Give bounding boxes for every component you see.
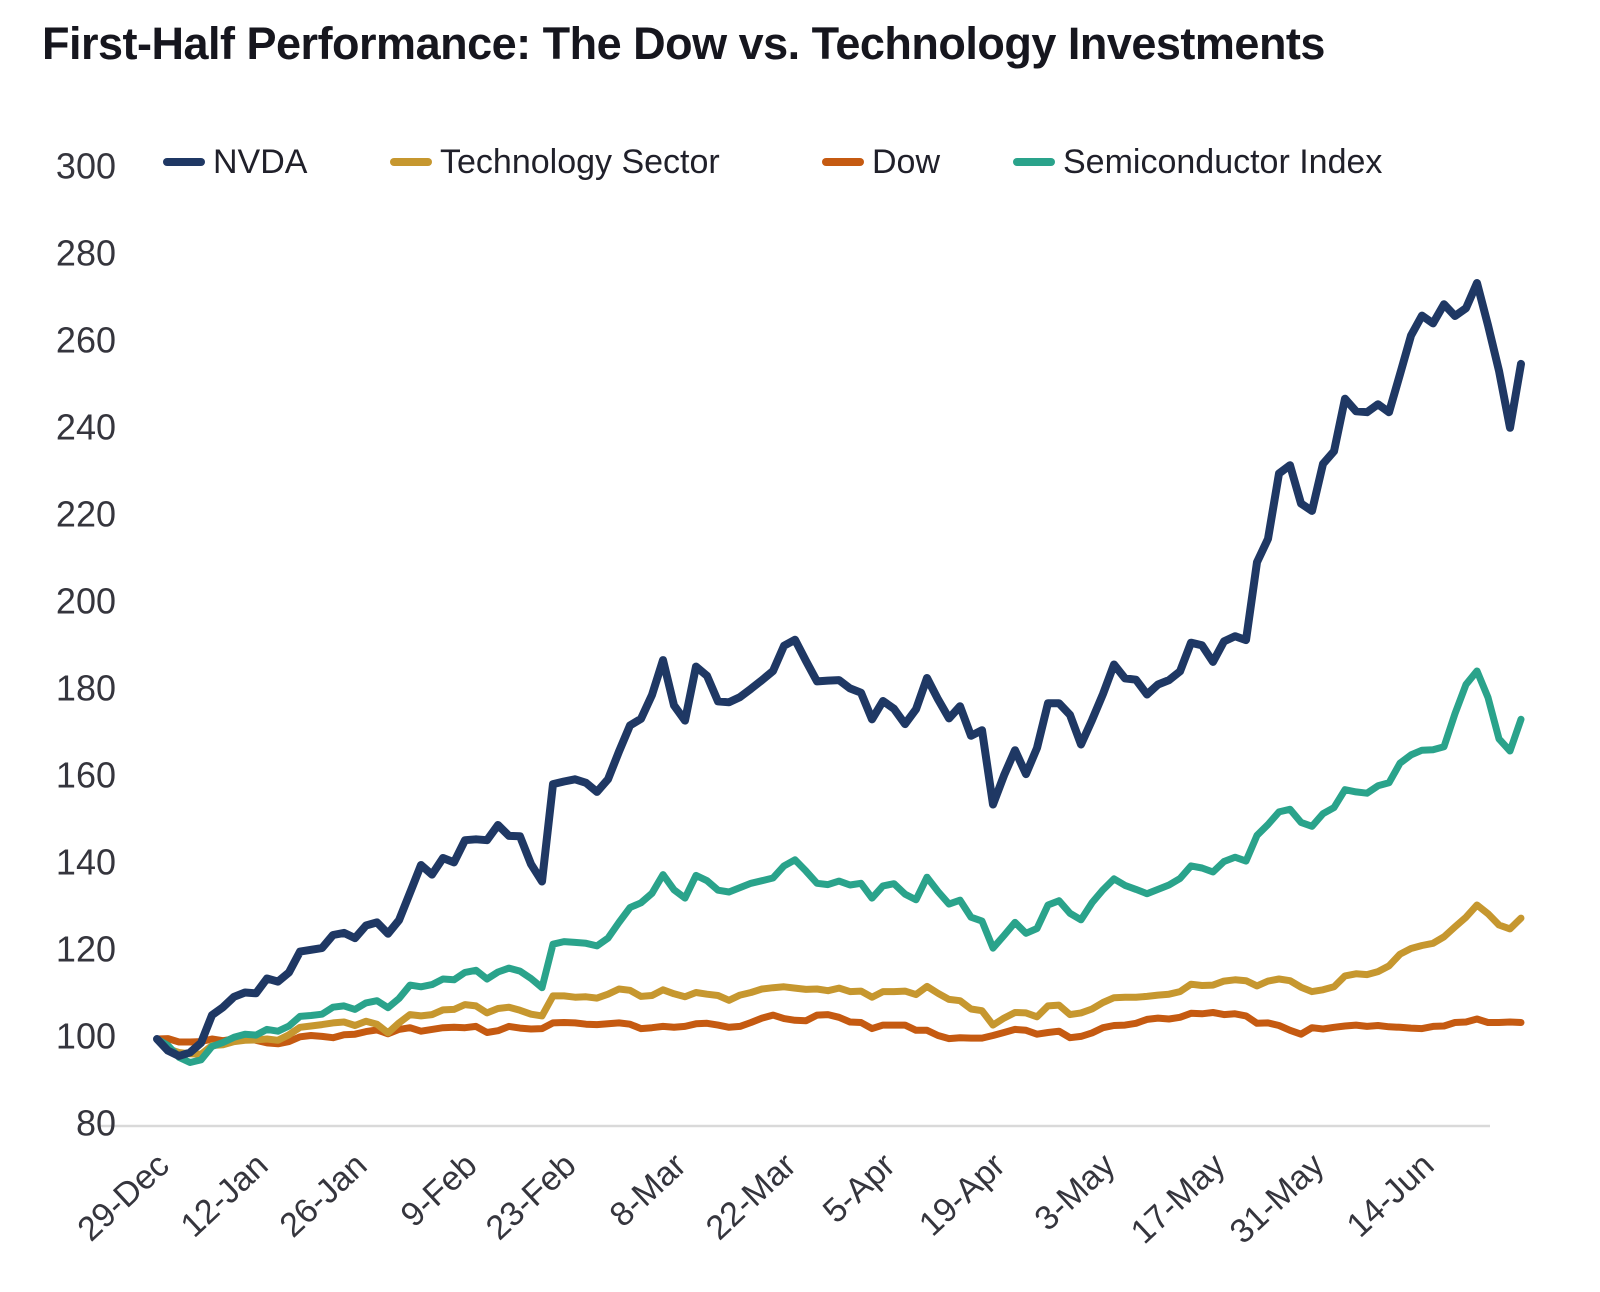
- x-axis-tick-label: 3-May: [1027, 1146, 1122, 1238]
- y-axis-tick-label: 220: [56, 494, 116, 535]
- legend-item-nvda: NVDA: [163, 140, 307, 184]
- x-axis-tick-label: 31-May: [1223, 1146, 1332, 1251]
- legend-label-nvda: NVDA: [213, 142, 308, 181]
- y-axis-tick-label: 100: [56, 1016, 116, 1057]
- x-axis-tick-label: 22-Mar: [699, 1146, 804, 1247]
- legend-label-technology-sector: Technology Sector: [440, 142, 720, 181]
- legend-item-technology-sector: Technology Sector: [390, 140, 720, 184]
- nvda-line-swatch-icon: [163, 158, 205, 166]
- legend-item-dow: Dow: [822, 140, 940, 184]
- legend-label-dow: Dow: [872, 142, 941, 181]
- x-axis-tick-label: 23-Feb: [479, 1146, 584, 1247]
- chart-legend: NVDA Technology Sector Dow Semiconductor…: [0, 140, 1600, 184]
- y-axis-tick-label: 120: [56, 929, 116, 970]
- x-axis-tick-label: 8-Mar: [603, 1146, 694, 1234]
- series-line-dow: [153, 1009, 1525, 1048]
- dow-line-swatch-icon: [822, 158, 864, 166]
- chart-title: First-Half Performance: The Dow vs. Tech…: [42, 18, 1325, 69]
- x-axis-tick-label: 12-Jan: [174, 1146, 276, 1245]
- y-axis-tick-label: 240: [56, 407, 116, 448]
- series-line-nvda: [153, 279, 1525, 1060]
- y-axis-tick-label: 280: [56, 233, 116, 274]
- y-axis-tick-label: 300: [56, 146, 116, 187]
- series-line-semiconductor-index: [153, 667, 1525, 1066]
- y-axis-tick-label: 80: [76, 1103, 116, 1144]
- semiconductor-index-line-swatch-icon: [1013, 158, 1055, 166]
- series-line-technology-sector: [153, 901, 1525, 1058]
- x-axis-tick-label: 29-Dec: [70, 1146, 176, 1249]
- x-axis-tick-label: 17-May: [1124, 1146, 1233, 1251]
- y-axis-tick-label: 200: [56, 581, 116, 622]
- x-axis-tick-label: 9-Feb: [394, 1146, 485, 1234]
- legend-item-semiconductor-index: Semiconductor Index: [1013, 140, 1382, 184]
- technology-sector-line-swatch-icon: [390, 158, 432, 166]
- y-axis-tick-label: 180: [56, 668, 116, 709]
- y-axis-tick-label: 160: [56, 755, 116, 796]
- x-axis-tick-label: 14-Jun: [1340, 1146, 1442, 1245]
- x-axis-tick-label: 19-Apr: [912, 1146, 1013, 1243]
- y-axis-tick-label: 260: [56, 320, 116, 361]
- y-axis-tick-label: 140: [56, 842, 116, 883]
- x-axis-tick-label: 5-Apr: [816, 1146, 903, 1230]
- legend-label-semiconductor-index: Semiconductor Index: [1063, 142, 1383, 181]
- x-axis-tick-label: 26-Jan: [273, 1146, 375, 1245]
